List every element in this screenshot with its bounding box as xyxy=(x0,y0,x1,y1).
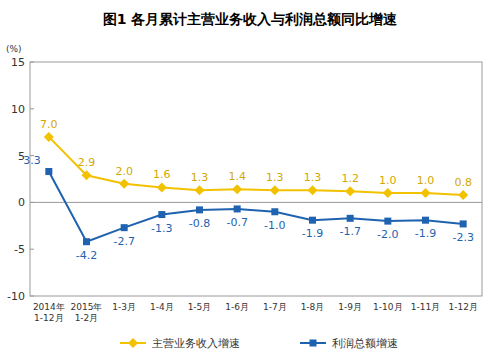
marker xyxy=(421,188,431,198)
data-label: 1.0 xyxy=(417,174,435,187)
y-tick-label: 15 xyxy=(11,56,25,69)
marker xyxy=(121,224,128,231)
data-label: -0.8 xyxy=(189,217,210,230)
x-tick-label: 1-6月 xyxy=(225,302,249,312)
y-tick-label: -5 xyxy=(14,243,25,256)
data-label: 2.0 xyxy=(115,165,133,178)
y-tick-label: -10 xyxy=(7,290,25,303)
data-label: -1.0 xyxy=(264,219,285,232)
marker xyxy=(347,215,354,222)
x-tick-label: 1-3月 xyxy=(112,302,136,312)
data-label: 1.4 xyxy=(228,170,246,183)
x-tick-label-line: 1-2月 xyxy=(75,313,99,323)
data-label: -1.3 xyxy=(151,222,172,235)
x-tick-label: 2015年1-2月 xyxy=(71,302,103,323)
data-label: 1.3 xyxy=(266,171,284,184)
x-tick-label-line: 1-5月 xyxy=(188,302,212,312)
x-tick-label-line: 2015年 xyxy=(71,302,103,312)
marker xyxy=(82,170,92,180)
marker xyxy=(44,132,54,142)
marks xyxy=(44,132,468,245)
x-tick-label: 1-12月 xyxy=(448,302,477,312)
marker xyxy=(119,179,129,189)
marker xyxy=(271,208,278,215)
data-label: -2.0 xyxy=(377,228,398,241)
x-tick-label: 1-9月 xyxy=(338,302,362,312)
data-label: 7.0 xyxy=(40,118,58,131)
y-tick xyxy=(30,249,34,250)
marker xyxy=(196,206,203,213)
y-tick-label: 10 xyxy=(11,103,25,116)
legend-marker xyxy=(310,340,317,347)
x-tick-label-line: 1-9月 xyxy=(338,302,362,312)
x-axis xyxy=(30,202,482,203)
marker xyxy=(308,185,318,195)
legend: 主营业务收入增速 利润总额增速 xyxy=(120,337,398,350)
data-label: 1.6 xyxy=(153,168,171,181)
x-tick-label: 1-7月 xyxy=(263,302,287,312)
y-tick xyxy=(30,296,34,297)
x-tick-label: 1-8月 xyxy=(301,302,325,312)
series-line xyxy=(49,172,463,242)
x-tick-label-line: 2014年 xyxy=(33,302,65,312)
marker xyxy=(384,218,391,225)
y-tick-label: 0 xyxy=(18,196,25,209)
data-label: 1.3 xyxy=(304,171,322,184)
x-tick-label-line: 1-8月 xyxy=(301,302,325,312)
data-label: 3.3 xyxy=(23,154,41,167)
data-label: 1.3 xyxy=(191,171,209,184)
data-labels: 7.0 2.9 2.0 1.6 1.3 1.4 1.3 1.3 1.2 1.0 1.0 0.8 3.3 -… xyxy=(23,118,474,262)
marker xyxy=(270,185,280,195)
marker xyxy=(232,184,242,194)
marker xyxy=(195,185,205,195)
x-tick-label-line: 1-12月 xyxy=(34,313,63,323)
series-line xyxy=(49,137,463,195)
marker xyxy=(157,182,167,192)
marker xyxy=(45,168,52,175)
legend-label: 利润总额增速 xyxy=(332,337,398,350)
data-label: -2.7 xyxy=(113,235,134,248)
x-tick-label-line: 1-4月 xyxy=(150,302,174,312)
x-tick-label: 1-11月 xyxy=(411,302,440,312)
plot-frame xyxy=(30,62,482,296)
data-label: 1.2 xyxy=(341,172,359,185)
legend-label: 主营业务收入增速 xyxy=(152,337,240,350)
x-tick-label-line: 1-3月 xyxy=(112,302,136,312)
marker xyxy=(345,186,355,196)
marker xyxy=(458,190,468,200)
data-label: -1.7 xyxy=(339,225,360,238)
title: 图1 各月累计主营业务收入与利润总额同比增速 xyxy=(103,11,399,27)
y-tick xyxy=(30,62,34,63)
data-label: 2.9 xyxy=(78,156,96,169)
data-label: -4.2 xyxy=(76,249,97,262)
x-tick-label: 1-4月 xyxy=(150,302,174,312)
x-tick-label-line: 1-7月 xyxy=(263,302,287,312)
x-tick-label-line: 1-6月 xyxy=(225,302,249,312)
data-label: -1.9 xyxy=(302,227,323,240)
x-tick-label: 1-10月 xyxy=(373,302,402,312)
x-tick-label-line: 1-12月 xyxy=(448,302,477,312)
marker xyxy=(83,238,90,245)
marker xyxy=(460,220,467,227)
data-label: -1.9 xyxy=(415,227,436,240)
marker xyxy=(234,205,241,212)
y-tick xyxy=(30,108,34,109)
x-tick-label-line: 1-10月 xyxy=(373,302,402,312)
marker xyxy=(309,217,316,224)
data-label: 1.0 xyxy=(379,174,397,187)
legend-marker xyxy=(128,338,138,348)
marker xyxy=(422,217,429,224)
y-label: (%) xyxy=(6,44,22,54)
x-tick-label: 1-5月 xyxy=(188,302,212,312)
data-label: -0.7 xyxy=(226,216,247,229)
x-tick-label: 2014年1-12月 xyxy=(33,302,65,323)
x-tick-label-line: 1-11月 xyxy=(411,302,440,312)
data-label: 0.8 xyxy=(454,176,472,189)
chart: 图1 各月累计主营业务收入与利润总额同比增速(%)-10-50510152014… xyxy=(0,0,500,358)
marker xyxy=(383,188,393,198)
marker xyxy=(158,211,165,218)
data-label: -2.3 xyxy=(452,231,473,244)
